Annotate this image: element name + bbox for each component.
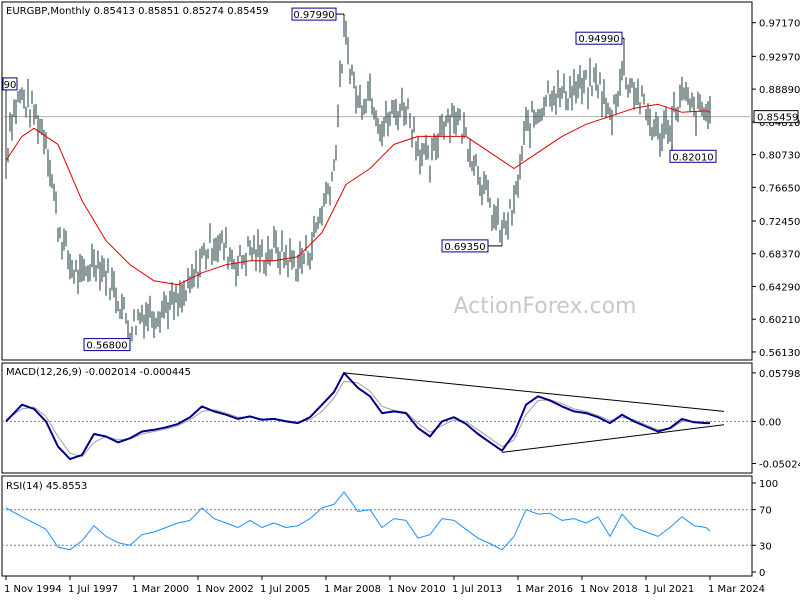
current-price-label: 0.85459: [757, 113, 798, 124]
time-axis-label: 1 Jul 2021: [644, 584, 694, 595]
rsi-axis-label: 70: [759, 506, 772, 517]
macd-trendline: [501, 424, 725, 453]
rsi-layer: [2, 491, 752, 551]
time-axis-label: 1 Nov 2010: [388, 584, 446, 595]
price-axis-label: 0.56130: [759, 348, 800, 359]
annotation-box: [83, 338, 131, 352]
time-axis-label: 1 Jul 2013: [452, 584, 502, 595]
macd-panel: [1, 362, 753, 474]
time-axis-label: 1 Nov 1994: [4, 584, 62, 595]
symbol-info: EURGBP,Monthly 0.85413 0.85851 0.85274 0…: [6, 6, 269, 17]
rsi-line: [5, 491, 711, 551]
price-axis-label: 0.97170: [759, 19, 800, 30]
macd-axis-label: -0.050241: [759, 460, 800, 471]
price-axis-label: 0.72450: [759, 217, 800, 228]
annotation-label: 0.69350: [444, 242, 485, 253]
rsi-title: RSI(14) 45.8553: [6, 481, 87, 492]
price-layer: 0.56800 0.97990 0.69350 0.94990 0.82010 90: [2, 7, 752, 352]
rsi-axis-label: 100: [759, 479, 778, 490]
watermark: ActionForex.com: [454, 294, 637, 319]
annotation-label: 90: [4, 80, 17, 91]
rsi-axis-label: 30: [759, 541, 772, 552]
annotation-box: [441, 239, 489, 253]
price-axis-label: 0.88890: [759, 85, 800, 96]
price-axis-label: 0.60210: [759, 315, 800, 326]
annotation-box: [669, 149, 717, 163]
axis-layer: 0.97170 0.92970 0.88890 0.84810 0.80730 0.766…: [4, 19, 800, 595]
time-axis-label: 1 Nov 2018: [580, 584, 638, 595]
annotation-label: 0.82010: [672, 152, 713, 163]
time-axis-label: 1 Jul 2005: [260, 584, 310, 595]
current-price-box: [753, 110, 799, 124]
price-panel: [1, 1, 753, 361]
price-axis-label: 0.80730: [759, 151, 800, 162]
price-axis-label: 0.92970: [759, 52, 800, 63]
macd-axis-label: 0.00: [759, 417, 781, 428]
time-axis-label: 1 Mar 2000: [132, 584, 189, 595]
time-axis-label: 1 Jul 1997: [68, 584, 118, 595]
annotation-label: 0.94990: [578, 34, 619, 45]
annotation-box: [575, 31, 623, 45]
macd-trendline: [343, 372, 725, 412]
macd-line: [5, 371, 710, 461]
time-axis-label: 1 Mar 2016: [516, 584, 573, 595]
time-axis-label: 1 Nov 2002: [196, 584, 254, 595]
moving-average-line: [5, 103, 711, 286]
macd-title: MACD(12,26,9) -0.002014 -0.000445: [6, 367, 191, 378]
annotation-label: 0.56800: [86, 341, 127, 352]
price-axis-label: 0.76650: [759, 183, 800, 194]
macd-axis-label: 0.057984: [759, 369, 800, 380]
annotation-box: [2, 77, 18, 91]
annotation-box: [291, 7, 337, 21]
time-axis-label: 1 Mar 2008: [324, 584, 381, 595]
price-axis-label: 0.68370: [759, 250, 800, 261]
time-axis-label: 1 Mar 2024: [708, 584, 765, 595]
price-axis-label: 0.64290: [759, 282, 800, 293]
rsi-axis-label: 0: [759, 568, 765, 579]
annotation-label: 0.97990: [293, 10, 334, 21]
macd-layer: [2, 371, 752, 461]
rsi-panel: [1, 475, 753, 577]
price-axis-label: 0.84810: [759, 118, 800, 129]
